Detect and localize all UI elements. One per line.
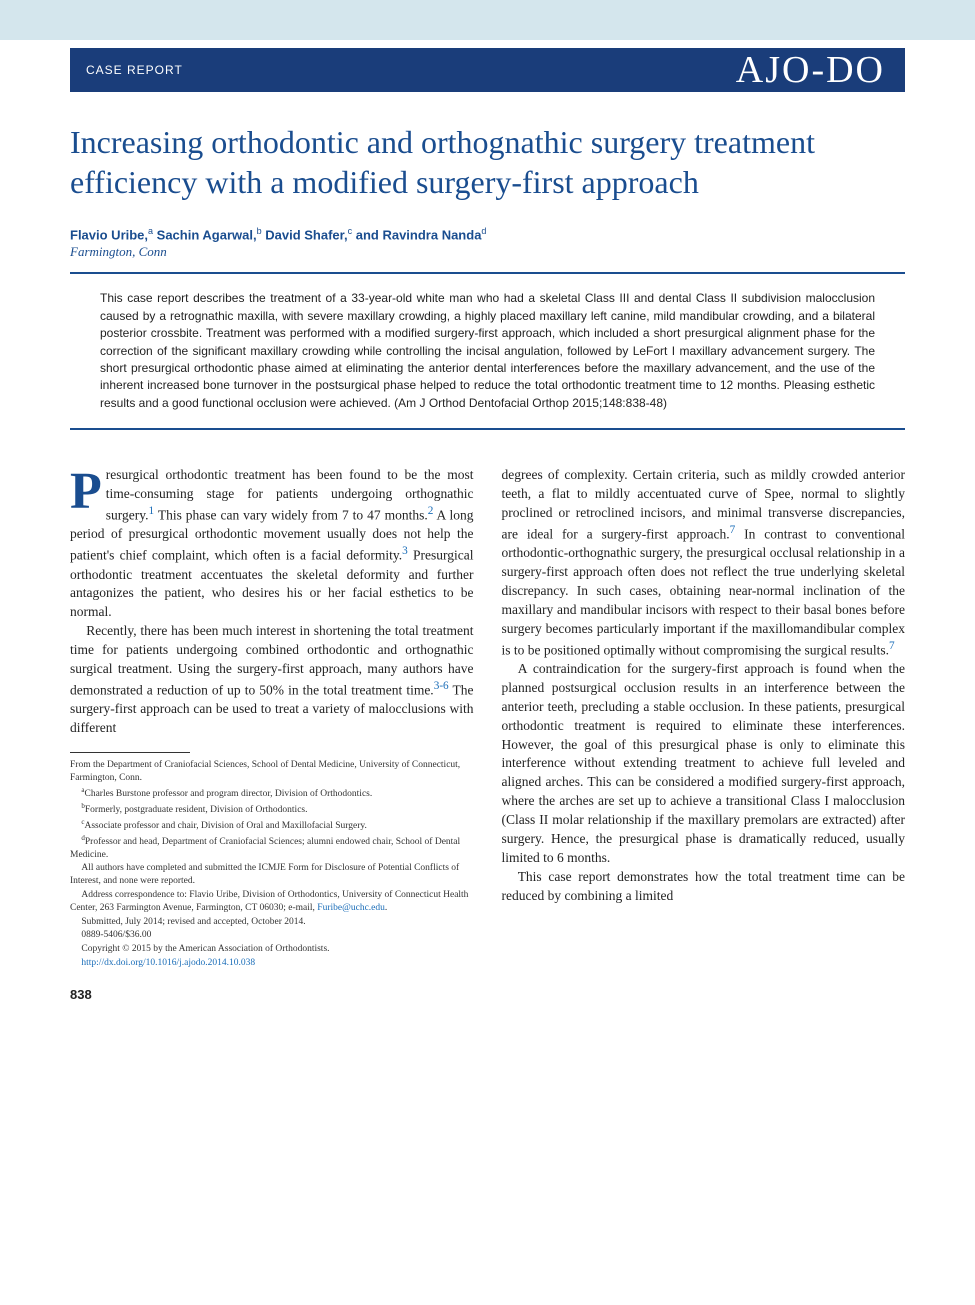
content-area: Increasing orthodontic and orthognathic … <box>70 92 905 971</box>
footnote-text: Professor and head, Department of Cranio… <box>70 837 460 860</box>
journal-logo: AJO-DO <box>736 48 885 92</box>
footnote-from: From the Department of Craniofacial Scie… <box>70 759 474 785</box>
body-text: This phase can vary widely from 7 to 47 … <box>154 507 428 522</box>
footnote-b: bFormerly, postgraduate resident, Divisi… <box>70 802 474 817</box>
left-column: Presurgical orthodontic treatment has be… <box>70 466 474 971</box>
journal-logo-wrap: AJO-DO <box>290 48 905 92</box>
footnotes-block: From the Department of Craniofacial Scie… <box>70 759 474 970</box>
body-paragraph: A contraindication for the surgery-first… <box>502 660 906 868</box>
section-label: CASE REPORT <box>70 48 290 92</box>
body-columns: Presurgical orthodontic treatment has be… <box>70 466 905 971</box>
top-decorative-band <box>0 0 975 40</box>
ref-superscript[interactable]: 7 <box>889 640 895 652</box>
footnote-disclosure: All authors have completed and submitted… <box>70 862 474 888</box>
ref-superscript[interactable]: 3-6 <box>434 680 449 692</box>
authors-location: Farmington, Conn <box>70 244 905 260</box>
body-text: Recently, there has been much interest i… <box>70 623 474 697</box>
body-paragraph: This case report demonstrates how the to… <box>502 868 906 906</box>
footnote-text: Charles Burstone professor and program d… <box>85 789 373 799</box>
footnote-text: Associate professor and chair, Division … <box>85 821 367 831</box>
footnote-correspondence: Address correspondence to: Flavio Uribe,… <box>70 889 474 915</box>
rule-bottom <box>70 428 905 430</box>
body-paragraph: Presurgical orthodontic treatment has be… <box>70 466 474 622</box>
rule-top <box>70 272 905 274</box>
body-paragraph: Recently, there has been much interest i… <box>70 622 474 738</box>
footnote-c: cAssociate professor and chair, Division… <box>70 818 474 833</box>
authors-line: Flavio Uribe,a Sachin Agarwal,b David Sh… <box>70 226 905 242</box>
header-bar: CASE REPORT AJO-DO <box>70 48 905 92</box>
footnote-text: Address correspondence to: Flavio Uribe,… <box>70 890 468 913</box>
dropcap: P <box>70 466 106 514</box>
article-title: Increasing orthodontic and orthognathic … <box>70 122 905 202</box>
body-text: In contrast to conventional orthodontic-… <box>502 526 906 657</box>
footnote-copyright: Copyright © 2015 by the American Associa… <box>70 943 474 956</box>
abstract-block: This case report describes the treatment… <box>70 284 905 418</box>
footnote-issn: 0889-5406/$36.00 <box>70 929 474 942</box>
footnotes-divider <box>70 752 190 753</box>
body-paragraph: degrees of complexity. Certain criteria,… <box>502 466 906 660</box>
footnote-submitted: Submitted, July 2014; revised and accept… <box>70 916 474 929</box>
right-column: degrees of complexity. Certain criteria,… <box>502 466 906 971</box>
footnote-a: aCharles Burstone professor and program … <box>70 786 474 801</box>
page-number: 838 <box>70 987 975 1022</box>
footnote-doi: http://dx.doi.org/10.1016/j.ajodo.2014.1… <box>70 957 474 970</box>
doi-link[interactable]: http://dx.doi.org/10.1016/j.ajodo.2014.1… <box>81 958 255 968</box>
email-link[interactable]: Furibe@uchc.edu <box>317 903 385 913</box>
footnote-text: Formerly, postgraduate resident, Divisio… <box>85 805 308 815</box>
footnote-d: dProfessor and head, Department of Crani… <box>70 834 474 862</box>
